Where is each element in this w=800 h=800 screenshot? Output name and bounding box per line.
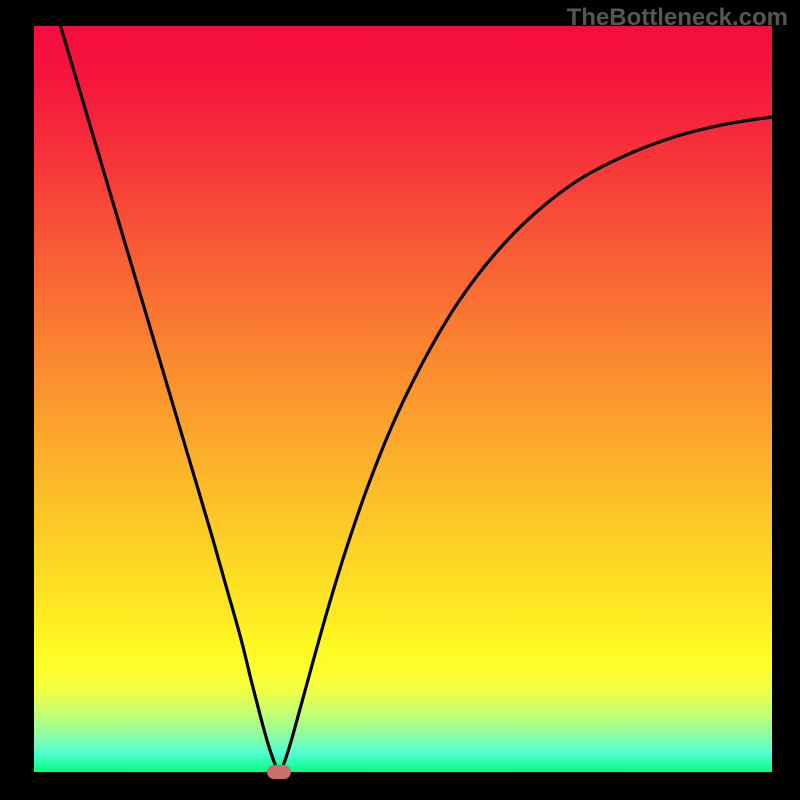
optimal-point-marker <box>267 765 291 779</box>
plot-area <box>34 26 772 772</box>
chart-container: TheBottleneck.com <box>0 0 800 800</box>
bottleneck-curve <box>34 26 772 772</box>
